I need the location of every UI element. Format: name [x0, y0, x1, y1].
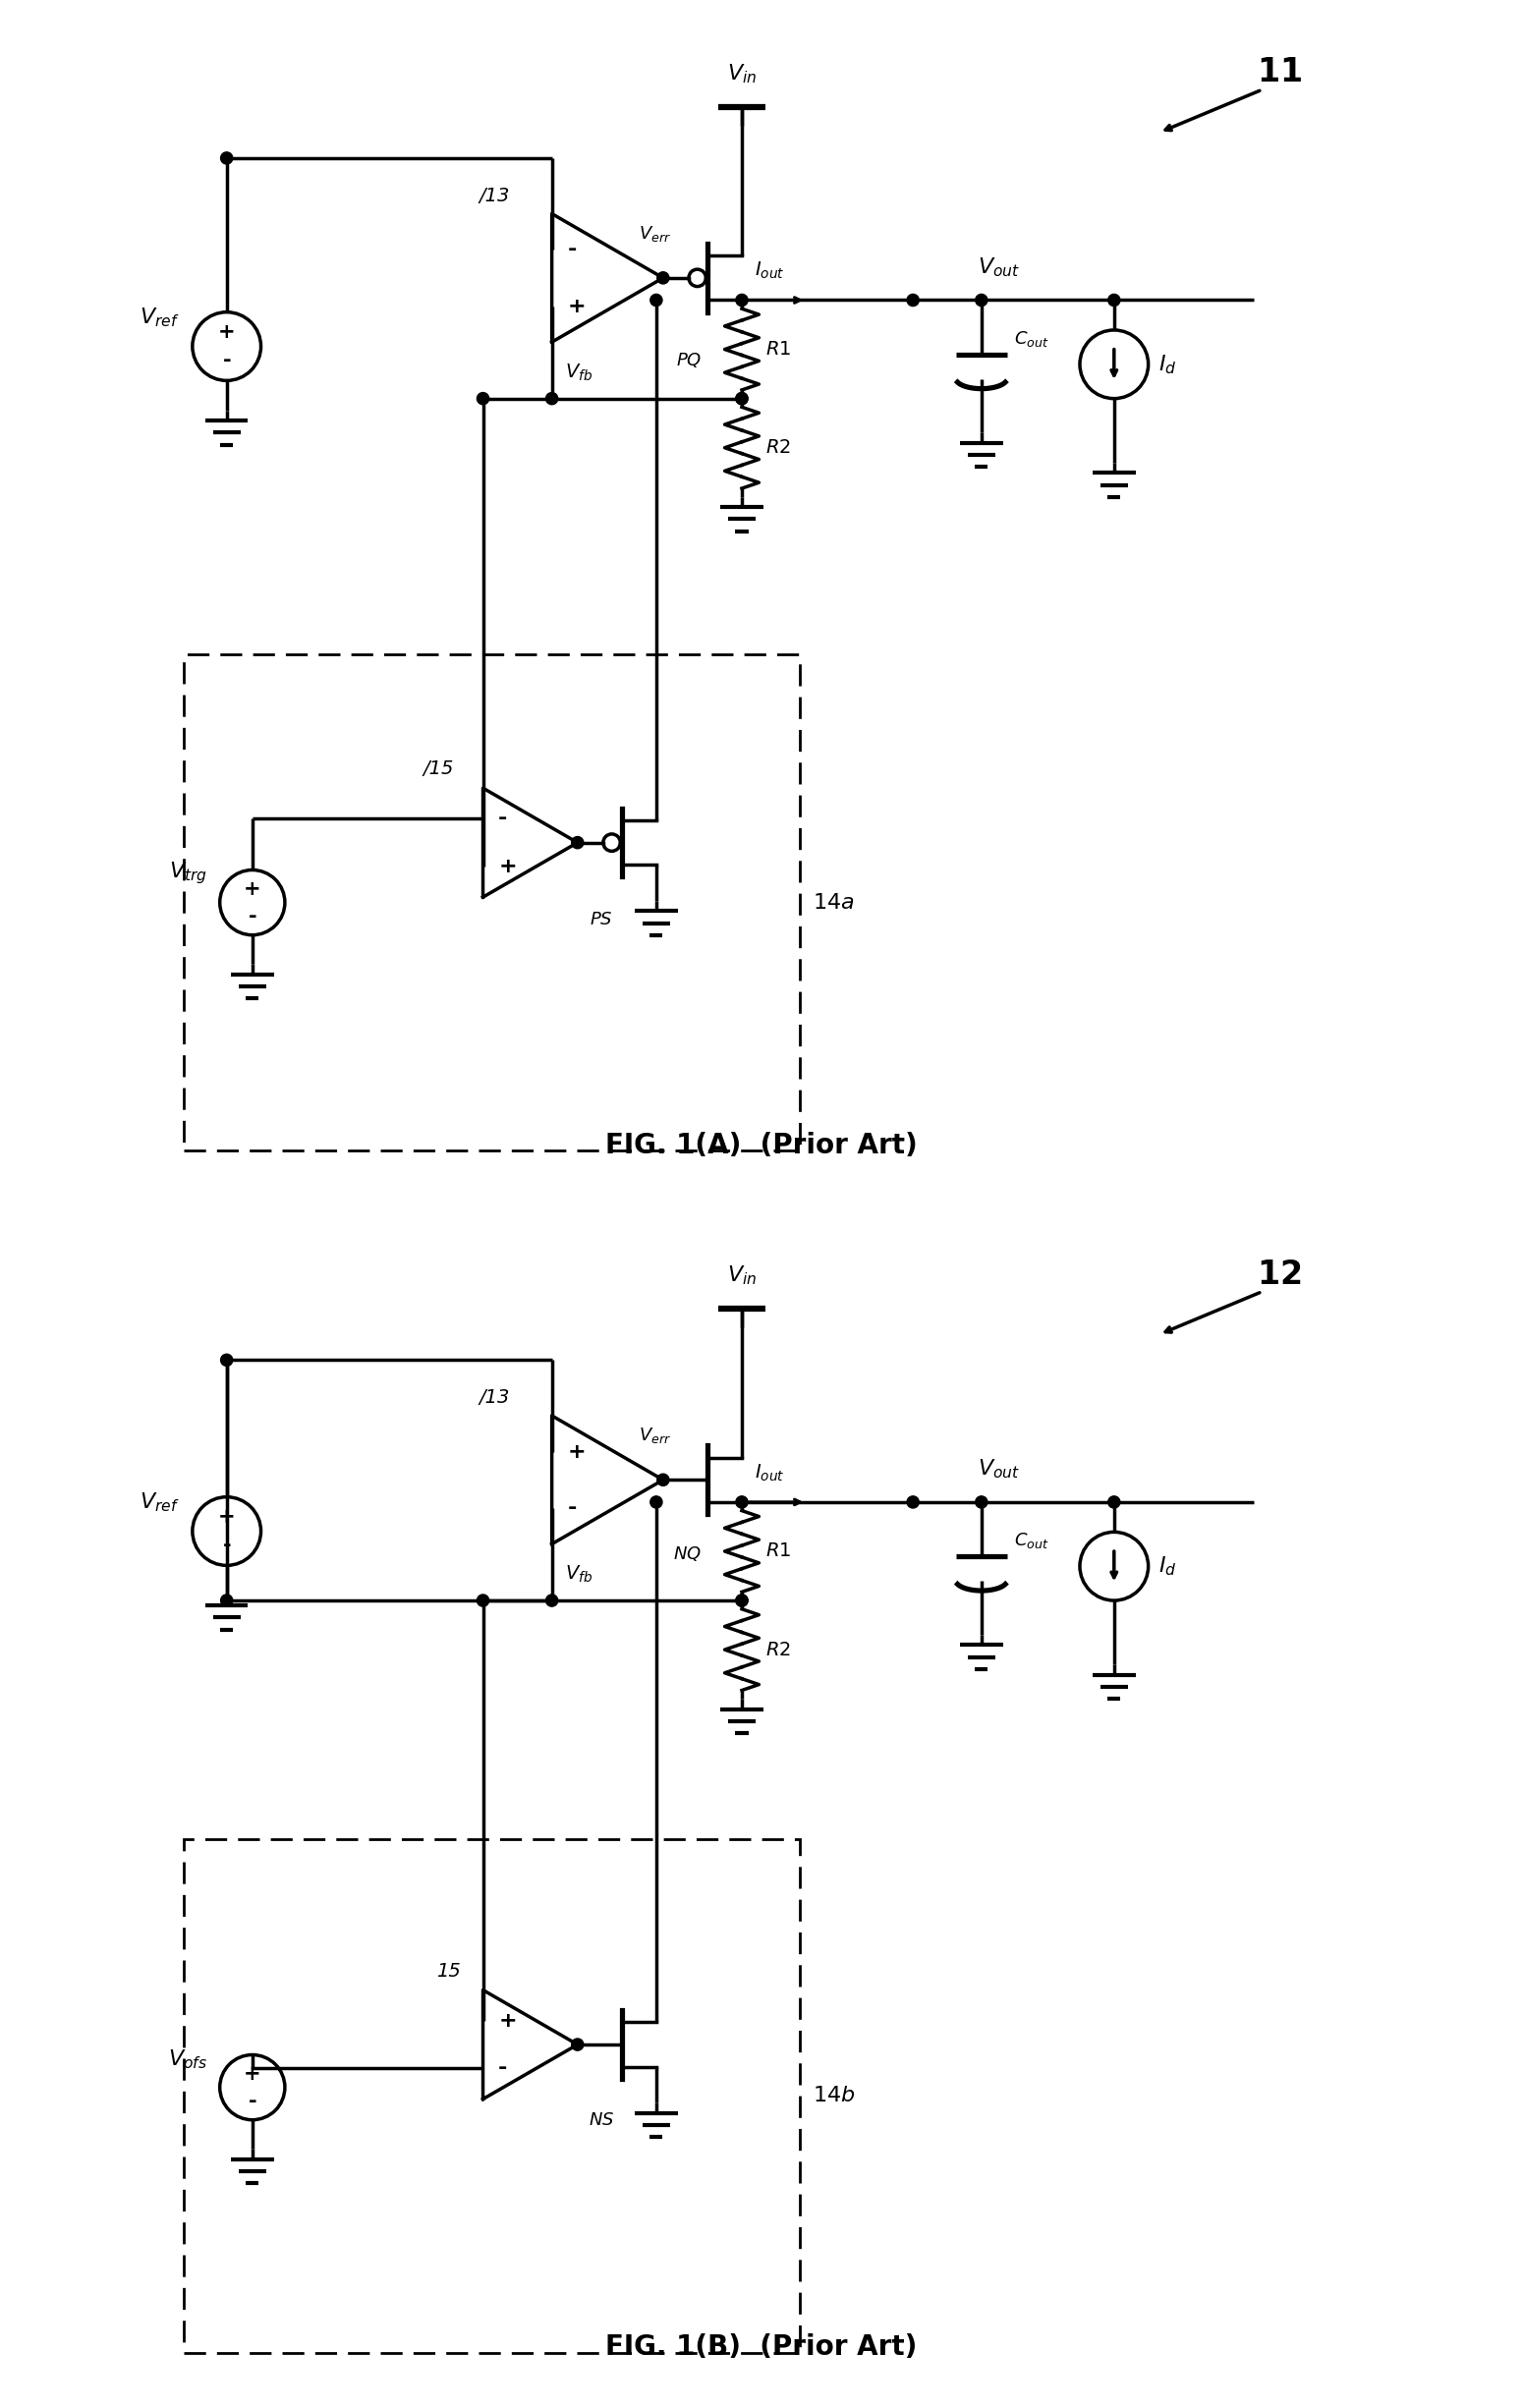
Circle shape [221, 1594, 233, 1606]
Circle shape [736, 1594, 748, 1606]
Text: FIG. 1(A)  (Prior Art): FIG. 1(A) (Prior Art) [606, 1132, 917, 1158]
Circle shape [545, 393, 557, 405]
Text: +: + [567, 296, 585, 315]
Text: $14b$: $14b$ [813, 2085, 856, 2105]
Circle shape [908, 294, 918, 306]
Circle shape [571, 2040, 583, 2052]
Text: $NQ$: $NQ$ [673, 1544, 701, 1563]
Text: $14a$: $14a$ [813, 893, 854, 913]
Circle shape [477, 1594, 489, 1606]
Text: /13: /13 [480, 1389, 510, 1406]
Text: $I_d$: $I_d$ [1159, 352, 1177, 376]
Text: $V_{ref}$: $V_{ref}$ [140, 1491, 180, 1515]
Circle shape [545, 1594, 557, 1606]
Text: $V_{in}$: $V_{in}$ [726, 1264, 757, 1288]
Text: $V_{fb}$: $V_{fb}$ [565, 1565, 592, 1584]
Text: -: - [567, 241, 577, 260]
Text: +: + [244, 2064, 260, 2083]
Text: $PS$: $PS$ [589, 910, 614, 929]
Text: $C_{out}$: $C_{out}$ [1014, 1531, 1049, 1551]
Text: -: - [222, 352, 231, 371]
Bar [184, 1840, 800, 2353]
Circle shape [736, 1495, 748, 1507]
Text: +: + [567, 1442, 585, 1462]
Circle shape [656, 272, 669, 284]
Text: /13: /13 [480, 185, 510, 205]
Text: -: - [498, 809, 507, 828]
Text: $V_{err}$: $V_{err}$ [638, 1426, 670, 1445]
Circle shape [650, 1495, 663, 1507]
Text: /15: /15 [423, 761, 454, 778]
Circle shape [656, 1474, 669, 1486]
Text: $PQ$: $PQ$ [676, 352, 702, 368]
Circle shape [1109, 294, 1119, 306]
Circle shape [477, 393, 489, 405]
Text: $NS$: $NS$ [588, 2112, 614, 2129]
Text: $V_{ref}$: $V_{ref}$ [140, 306, 180, 330]
Circle shape [736, 393, 748, 405]
Text: +: + [218, 1507, 236, 1527]
Text: $C_{out}$: $C_{out}$ [1014, 330, 1049, 349]
Circle shape [221, 152, 233, 164]
Text: $I_{out}$: $I_{out}$ [755, 1462, 784, 1483]
Text: +: + [498, 2011, 516, 2030]
Text: -: - [222, 1536, 231, 1556]
Text: $V_{fb}$: $V_{fb}$ [565, 361, 592, 383]
Circle shape [571, 836, 583, 848]
Circle shape [975, 1495, 987, 1507]
Circle shape [736, 393, 748, 405]
Text: $V_{ofs}$: $V_{ofs}$ [168, 2047, 207, 2071]
Text: -: - [567, 1498, 577, 1517]
Circle shape [908, 1495, 918, 1507]
Text: $V_{err}$: $V_{err}$ [638, 224, 670, 243]
Text: $V_{out}$: $V_{out}$ [978, 255, 1020, 279]
Circle shape [221, 1353, 233, 1365]
Circle shape [1109, 1495, 1119, 1507]
Text: $\mathbf{11}$: $\mathbf{11}$ [1256, 55, 1302, 89]
Text: -: - [248, 2090, 256, 2112]
Text: $V_{out}$: $V_{out}$ [978, 1457, 1020, 1481]
Text: $I_d$: $I_d$ [1159, 1556, 1177, 1577]
Text: $V_{in}$: $V_{in}$ [726, 63, 757, 84]
Text: +: + [218, 323, 236, 342]
Circle shape [736, 294, 748, 306]
Text: $\mathbf{12}$: $\mathbf{12}$ [1256, 1259, 1302, 1291]
Bar [184, 655, 800, 1151]
Text: $R2$: $R2$ [766, 438, 792, 458]
Text: -: - [248, 905, 256, 927]
Text: $V_{trg}$: $V_{trg}$ [169, 860, 207, 886]
Text: FIG. 1(B)  (Prior Art): FIG. 1(B) (Prior Art) [606, 2333, 917, 2362]
Circle shape [736, 1594, 748, 1606]
Circle shape [650, 294, 663, 306]
Text: $R1$: $R1$ [766, 340, 792, 359]
Circle shape [975, 294, 987, 306]
Text: 15: 15 [436, 1963, 460, 1979]
Text: +: + [244, 879, 260, 898]
Text: $I_{out}$: $I_{out}$ [755, 260, 784, 282]
Text: -: - [498, 2059, 507, 2078]
Text: $R2$: $R2$ [766, 1640, 792, 1659]
Text: +: + [498, 857, 516, 877]
Text: $R1$: $R1$ [766, 1541, 792, 1560]
